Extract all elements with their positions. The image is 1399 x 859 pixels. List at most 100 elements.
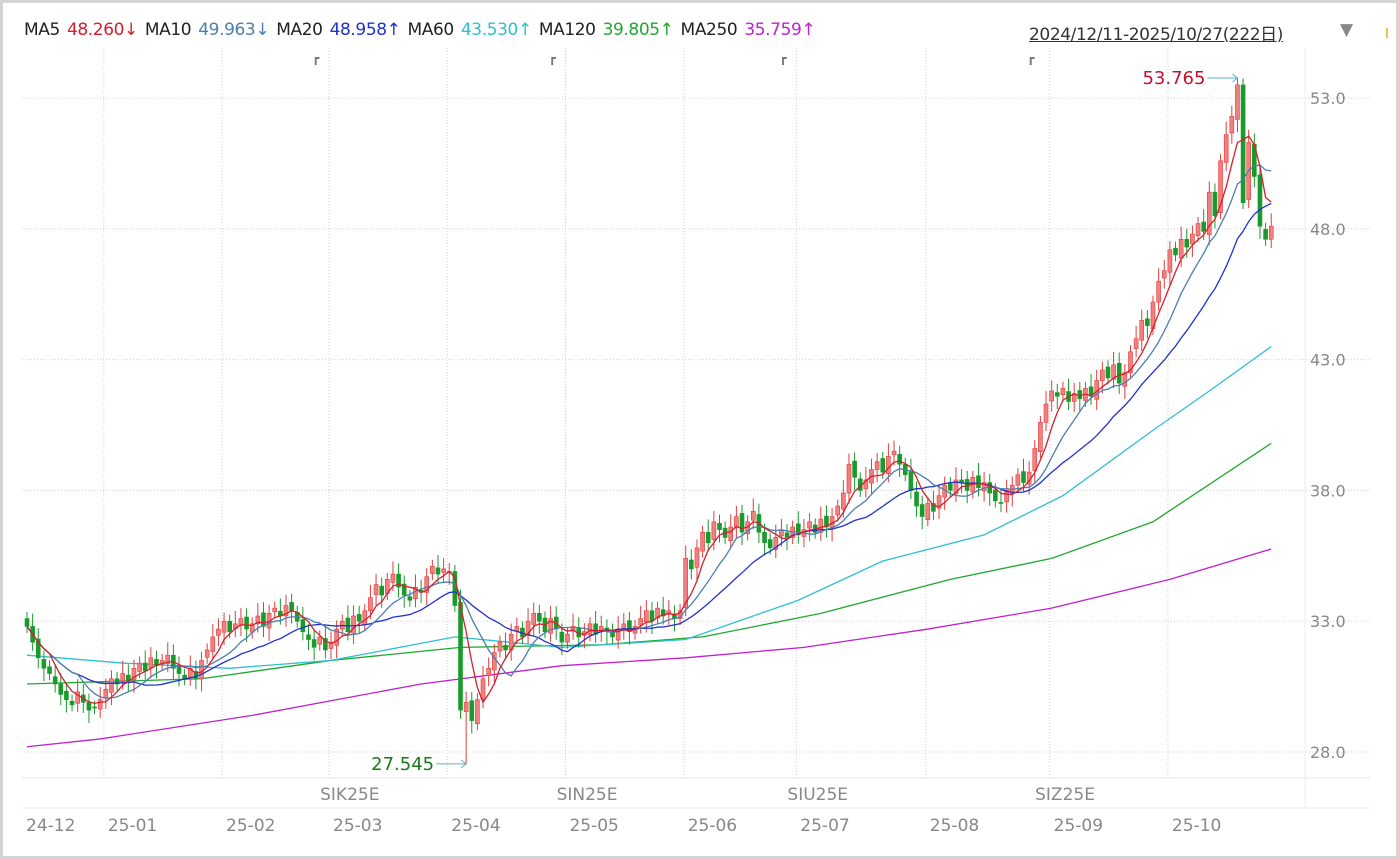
contract-label: SIN25E (557, 785, 618, 805)
candle-body (1268, 225, 1274, 240)
candle-body (1038, 422, 1043, 452)
candle-body (486, 667, 491, 676)
ma250-value: 35.759↑ (744, 20, 816, 40)
candle-body (390, 573, 396, 583)
candle-body (323, 638, 328, 651)
candle-body (852, 460, 857, 478)
candle-body (1043, 403, 1049, 423)
candle-body (846, 463, 852, 494)
candle-body (987, 482, 993, 494)
ma120-label: MA120 (538, 20, 596, 40)
candle-body (1060, 388, 1066, 395)
candle-body (1145, 318, 1150, 326)
month-label: 25-10 (1172, 816, 1221, 836)
y-tick-label: 33.0 (1310, 612, 1346, 631)
candle-body (643, 610, 649, 623)
candle-body (683, 558, 689, 608)
candle-body (1105, 366, 1111, 379)
candle-body (458, 602, 463, 711)
candle-body (1212, 191, 1218, 217)
candle-body (908, 471, 914, 491)
candle-body (998, 502, 1004, 504)
candle-body (345, 617, 351, 632)
y-tick-label: 43.0 (1310, 351, 1346, 370)
ma10-line (26, 164, 1272, 700)
candle-body (925, 503, 931, 520)
candle-body (700, 531, 705, 552)
candle-body (1139, 320, 1145, 341)
candle-body (655, 607, 660, 619)
marker-icon (1386, 28, 1388, 38)
candle-body (531, 613, 537, 625)
candle-body (109, 678, 114, 693)
candle-body (103, 688, 109, 699)
candle-body (114, 678, 120, 685)
ma5-label: MA5 (24, 20, 60, 40)
ma120-value: 39.805↑ (602, 20, 674, 40)
candle-body (283, 605, 289, 617)
candle-body (1173, 247, 1178, 256)
candle-body (86, 701, 92, 711)
candle-body (244, 616, 249, 630)
candle-body (841, 492, 846, 510)
candle-body (767, 539, 773, 549)
candle-body (75, 691, 80, 704)
candle-body (773, 537, 779, 550)
ma60-label: MA60 (407, 20, 455, 40)
candle-body (559, 631, 565, 643)
candle-body (711, 521, 717, 540)
candle-body (717, 523, 722, 530)
candle-body (1004, 490, 1009, 503)
candle-body (1201, 221, 1206, 232)
candle-body (480, 678, 486, 700)
candle-body (981, 482, 987, 492)
candle-body (148, 657, 154, 669)
candle-body (948, 483, 953, 491)
candle-body (627, 620, 632, 632)
candle-body (469, 700, 475, 721)
candle-body (1167, 249, 1173, 273)
candle-body (1178, 238, 1184, 259)
candle-body (649, 610, 655, 622)
candle-body (953, 479, 959, 494)
y-tick-label: 28.0 (1310, 743, 1346, 762)
ma20-value: 48.958↑ (329, 20, 401, 40)
candle-body (69, 700, 75, 706)
candle-body (306, 634, 311, 640)
candle-body (92, 706, 97, 709)
candle-body (796, 523, 801, 536)
candle-body (1116, 362, 1122, 384)
candle-body (131, 667, 137, 681)
candle-body (35, 638, 41, 659)
candle-body (891, 450, 897, 456)
candle-body (1156, 280, 1161, 303)
candle-body (694, 547, 700, 568)
ma-legend: MA5 48.260↓ MA10 49.963↓ MA20 48.958↑ MA… (24, 20, 817, 40)
candle-body (824, 515, 829, 528)
date-range-selector[interactable]: 2024/12/11-2025/10/27(222日) (1029, 25, 1284, 45)
candle-body (424, 576, 430, 593)
ma120-line (26, 442, 1272, 685)
candle-body (1184, 238, 1190, 248)
month-label: 25-03 (333, 816, 382, 836)
candle-body (64, 691, 69, 700)
candle-body (1235, 84, 1240, 120)
candle-body (880, 458, 886, 473)
candle-body (1111, 364, 1116, 380)
candle-body (537, 613, 542, 622)
candle-body (300, 619, 306, 632)
candle-body (58, 683, 64, 695)
candle-body (1054, 392, 1060, 397)
candle-body (311, 639, 317, 648)
candle-body (1133, 338, 1139, 349)
candle-body (221, 620, 227, 633)
triangle-down-icon[interactable]: ▼ (1340, 20, 1354, 40)
ma250-line (26, 548, 1272, 748)
candle-body (373, 584, 379, 595)
candle-body (137, 662, 142, 672)
candle-body (548, 618, 553, 634)
candle-body (565, 633, 570, 643)
candle-body (886, 456, 891, 474)
